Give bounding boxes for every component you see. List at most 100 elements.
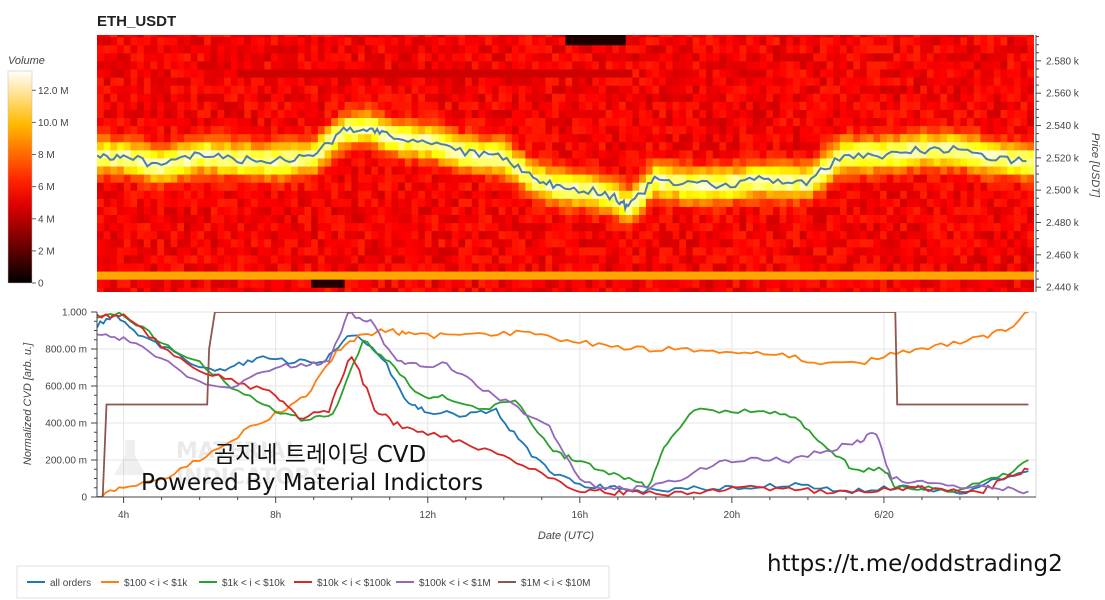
heatmap-cell [190,101,198,110]
heatmap-cell [946,125,955,135]
heatmap-cell [498,165,506,175]
heatmap-cell [973,60,982,70]
heatmap-cell [793,182,801,191]
heatmap-cell [317,279,326,288]
heatmap-cell [706,149,714,159]
heatmap-cell [993,77,1002,86]
legend-item[interactable]: $10k < i < $100k [294,578,392,589]
heatmap-cell [625,165,634,175]
heatmap-cell [378,117,386,127]
heatmap-cell [987,125,995,135]
heatmap-cell [565,287,573,292]
heatmap-cell [317,206,326,216]
heatmap-cell [331,222,339,232]
heatmap-cell [511,222,520,232]
heatmap-cell [866,165,874,175]
heatmap-cell [491,246,500,256]
heatmap-cell [384,133,393,143]
heatmap-cell [712,287,721,292]
heatmap-cell [612,182,620,191]
heatmap-cell [418,133,426,143]
heatmap-cell [732,262,741,272]
heatmap-cell [960,44,968,54]
heatmap-cell [465,157,473,167]
heatmap-cell [685,60,694,70]
heatmap-cell [712,206,721,216]
heatmap-cell [973,77,982,86]
heatmap-cell [739,270,747,280]
heatmap-cell [398,238,406,248]
legend-item[interactable]: $1k < i < $10k [199,578,286,589]
heatmap-cell [886,287,895,292]
heatmap-cell [953,165,961,175]
legend-item[interactable]: all orders [27,578,91,589]
heatmap-cell [485,206,493,216]
heatmap-cell [150,174,158,183]
heatmap-cell [525,125,533,135]
heatmap-cell [505,85,513,94]
heatmap-cell [752,279,761,288]
heatmap-cell [893,60,901,70]
heatmap-cell [692,238,700,248]
heatmap-cell [511,174,520,183]
heatmap-cell [552,109,560,119]
heatmap-cell [478,270,486,280]
heatmap-cell [184,238,192,248]
heatmap-cell [645,60,654,70]
legend-item[interactable]: $1M < i < $10M [498,578,590,589]
heatmap-cell [170,246,178,256]
legend-item[interactable]: $100k < i < $1M [396,578,491,589]
heatmap-cell [953,238,961,248]
heatmap-cell [572,44,580,54]
heatmap-cell [980,141,988,151]
heatmap-cell [404,77,413,86]
heatmap-cell [980,182,988,191]
heatmap-cell [384,157,393,167]
legend-item[interactable]: $100 < i < $1k [101,578,188,589]
heatmap-cell [953,287,961,292]
heatmap-cell [685,287,694,292]
heatmap-cell [592,287,600,292]
heatmap-cell [719,222,727,232]
heatmap-cell [993,68,1002,78]
heatmap-cell [558,109,567,119]
heatmap-cell [967,52,975,62]
heatmap-cell [505,254,513,264]
heatmap-cell [685,254,694,264]
heatmap-cell [545,60,553,70]
heatmap-cell [993,246,1002,256]
heatmap-cell [485,262,493,272]
telegram-url[interactable]: https://t.me/oddstrading2 [767,551,1063,577]
heatmap-cell [960,287,968,292]
heatmap-cell [833,109,841,119]
heatmap-cell [545,287,553,292]
heatmap-cell [692,190,700,199]
heatmap-cell [532,287,540,292]
heatmap-cell [143,157,152,167]
heatmap-cell [946,190,955,199]
heatmap-cell [846,174,854,183]
heatmap-cell [163,230,172,240]
heatmap-cell [103,279,111,288]
heatmap-cell [97,133,105,143]
heatmap-cell [291,93,299,102]
heatmap-cell [331,246,339,256]
heatmap-cell [900,198,908,207]
heatmap-cell [371,68,379,78]
heatmap-cell [97,270,105,280]
heatmap-cell [217,238,225,248]
heatmap-cell [103,230,111,240]
heatmap-cell [632,141,640,151]
heatmap-cell [304,52,312,62]
heatmap-cell [545,44,553,54]
heatmap-cell [980,254,988,264]
heatmap-cell [598,230,607,240]
heatmap-cell [612,238,620,248]
heatmap-cell [685,109,694,119]
heatmap-cell [692,35,700,38]
heatmap-cell [1020,141,1028,151]
heatmap-cell [297,77,306,86]
heatmap-cell [813,246,821,256]
heatmap-cell [913,238,921,248]
heatmap-cell [237,190,245,199]
